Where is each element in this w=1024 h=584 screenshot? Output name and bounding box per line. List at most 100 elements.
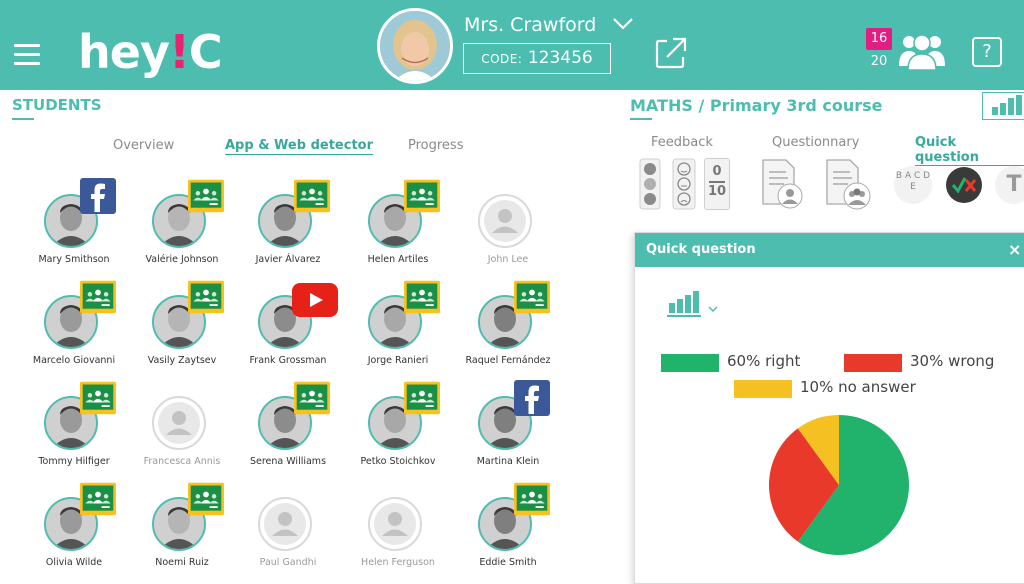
teacher-avatar[interactable] (377, 8, 453, 84)
student-card[interactable]: Helen Artiles (348, 179, 448, 274)
class-title: MATHS / Primary 3rd course (630, 96, 883, 115)
chevron-down-icon (708, 306, 718, 313)
student-card[interactable]: Olivia Wilde (24, 482, 124, 577)
smiley-scale-icon[interactable] (672, 158, 696, 214)
facebook-icon (80, 178, 116, 214)
tab-feedback[interactable]: Feedback (651, 135, 713, 150)
default-avatar-icon (478, 194, 532, 248)
student-name: Jorge Ranieri (367, 355, 429, 366)
student-avatar (152, 194, 206, 248)
student-card[interactable]: Martina Klein (458, 380, 558, 476)
group-icon[interactable] (898, 30, 946, 76)
student-name: Vasily Zaytsev (147, 355, 217, 366)
tab-progress[interactable]: Progress (408, 138, 464, 153)
student-card[interactable]: Frank Grossman (238, 283, 338, 375)
student-card[interactable]: Javier Álvarez (238, 179, 338, 274)
student-name: Petko Stoichkov (360, 456, 436, 467)
student-card[interactable]: Valérie Johnson (132, 179, 232, 274)
student-name: Eddie Smith (479, 557, 537, 568)
google-classroom-icon (294, 179, 330, 213)
student-name: Helen Artiles (367, 254, 429, 265)
close-icon[interactable]: × (1008, 240, 1022, 259)
legend-swatch (661, 354, 719, 372)
default-avatar-icon (152, 396, 206, 450)
student-card[interactable]: Mary Smithson (24, 178, 124, 274)
score-numerator: 0 (712, 164, 722, 179)
document-user-icon[interactable] (760, 158, 806, 214)
total-count: 20 (870, 54, 888, 69)
tab-quick-question[interactable]: Quick question (915, 135, 1024, 166)
student-name: Javier Álvarez (255, 254, 321, 265)
student-name: Mary Smithson (38, 254, 110, 265)
abcde-label: B A C D E (895, 171, 931, 192)
student-card[interactable]: Eddie Smith (458, 482, 558, 577)
student-card[interactable]: Serena Williams (238, 381, 338, 476)
student-name: Martina Klein (476, 456, 540, 467)
score-icon[interactable]: 0 10 (704, 158, 730, 210)
students-title: STUDENTS (12, 96, 102, 114)
text-answer-icon[interactable]: T (995, 166, 1024, 204)
student-name: John Lee (487, 254, 529, 265)
teacher-name[interactable]: Mrs. Crawford (464, 14, 597, 36)
tab-overview[interactable]: Overview (113, 138, 175, 153)
google-classroom-icon (80, 381, 116, 415)
student-card[interactable]: Francesca Annis (132, 386, 232, 476)
student-card[interactable]: Vasily Zaytsev (132, 280, 232, 375)
score-denominator: 10 (707, 184, 727, 199)
google-classroom-icon (294, 381, 330, 415)
menu-icon[interactable] (14, 44, 40, 66)
quick-question-title: Quick question (646, 242, 756, 257)
google-classroom-icon (404, 280, 440, 314)
student-card[interactable]: Jorge Ranieri (348, 280, 448, 375)
legend-swatch (734, 380, 792, 398)
chevron-down-icon[interactable] (612, 16, 634, 35)
tab-questionnary[interactable]: Questionnary (772, 135, 860, 150)
abcde-icon[interactable]: B A C D E (894, 166, 932, 204)
student-name: Olivia Wilde (45, 557, 103, 568)
google-classroom-icon (80, 482, 116, 516)
legend-label: 60% right (727, 352, 801, 370)
chart-toggle-button[interactable] (982, 92, 1024, 120)
student-avatar (44, 396, 98, 450)
title-underline (12, 118, 34, 120)
student-avatar (368, 295, 422, 349)
quick-question-header: Quick question × (635, 233, 1024, 267)
student-card[interactable]: Paul Gandhi (238, 487, 338, 577)
student-name: Francesca Annis (143, 456, 221, 467)
help-button[interactable]: ? (972, 37, 1002, 67)
pie-chart (769, 415, 909, 555)
external-link-icon[interactable] (653, 35, 689, 75)
pie-slice-right (797, 415, 909, 555)
google-classroom-icon (188, 482, 224, 516)
chart-type-dropdown[interactable] (665, 289, 725, 323)
facebook-icon (514, 380, 550, 416)
default-avatar-icon (258, 497, 312, 551)
default-avatar-icon (368, 497, 422, 551)
google-classroom-icon (80, 280, 116, 314)
student-card[interactable]: Tommy Hilfiger (24, 381, 124, 476)
legend-swatch (844, 354, 902, 372)
student-card[interactable]: John Lee (458, 184, 558, 274)
student-name: Tommy Hilfiger (38, 456, 110, 467)
student-name: Valérie Johnson (145, 254, 219, 265)
bar-chart-icon (667, 291, 718, 317)
legend-label: 30% wrong (910, 352, 995, 370)
student-name: Helen Ferguson (361, 557, 435, 568)
student-name: Frank Grossman (249, 355, 327, 366)
tab-app-web-detector[interactable]: App & Web detector (225, 138, 374, 155)
student-card[interactable]: Raquel Fernández (458, 280, 558, 375)
connected-count-badge: 16 (866, 28, 892, 50)
student-card[interactable]: Noemi Ruiz (132, 482, 232, 577)
pie-slice-no-answer (797, 415, 839, 485)
google-classroom-icon (404, 179, 440, 213)
google-classroom-icon (404, 381, 440, 415)
document-group-icon[interactable] (824, 158, 872, 214)
text-answer-label: T (1006, 172, 1022, 197)
student-card[interactable]: Marcelo Giovanni (24, 280, 124, 375)
right-wrong-icon[interactable] (945, 166, 983, 208)
traffic-light-icon[interactable] (639, 158, 661, 214)
legend-label: 10% no answer (800, 378, 916, 396)
student-card[interactable]: Helen Ferguson (348, 487, 448, 577)
app-logo: hey!C (78, 25, 223, 79)
student-card[interactable]: Petko Stoichkov (348, 381, 448, 476)
